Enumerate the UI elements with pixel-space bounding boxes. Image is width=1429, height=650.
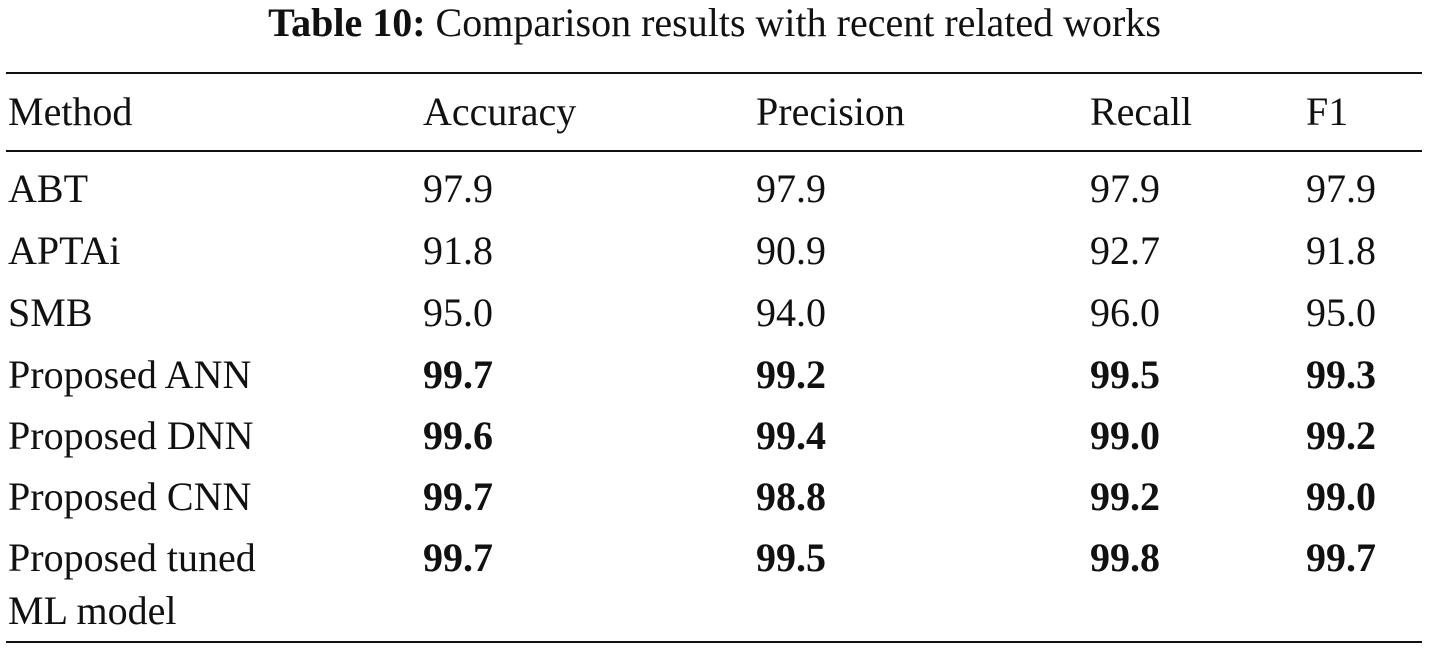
header-precision: Precision <box>756 89 905 134</box>
table-caption: Table 10: Comparison results with recent… <box>0 0 1429 60</box>
row-f1: 99.0 <box>1306 474 1376 519</box>
row-f1: 97.9 <box>1306 166 1376 211</box>
row-precision: 99.5 <box>756 535 826 580</box>
row-f1: 99.2 <box>1306 413 1376 458</box>
row-f1: 99.3 <box>1306 352 1376 397</box>
header-method: Method <box>8 89 133 134</box>
row-precision: 98.8 <box>756 474 826 519</box>
row-accuracy: 91.8 <box>423 228 493 273</box>
row-method: ABT <box>8 166 88 211</box>
row-f1: 91.8 <box>1306 228 1376 273</box>
header-accuracy: Accuracy <box>423 89 577 134</box>
row-method: APTAi <box>8 228 121 273</box>
row-accuracy: 95.0 <box>423 290 493 335</box>
row-method: SMB <box>8 290 93 335</box>
row-precision: 90.9 <box>756 228 826 273</box>
row-recall: 99.0 <box>1090 413 1160 458</box>
row-recall: 97.9 <box>1090 166 1160 211</box>
row-precision: 94.0 <box>756 290 826 335</box>
row-accuracy: 99.6 <box>423 413 493 458</box>
row-accuracy: 99.7 <box>423 352 493 397</box>
row-precision: 97.9 <box>756 166 826 211</box>
row-precision: 99.4 <box>756 413 826 458</box>
row-recall: 96.0 <box>1090 290 1160 335</box>
row-method-continued: ML model <box>8 588 177 633</box>
row-precision: 99.2 <box>756 352 826 397</box>
row-method: Proposed ANN <box>8 352 252 397</box>
header-recall: Recall <box>1090 89 1193 134</box>
header-f1: F1 <box>1306 89 1349 134</box>
row-accuracy: 97.9 <box>423 166 493 211</box>
row-recall: 92.7 <box>1090 228 1160 273</box>
row-f1: 95.0 <box>1306 290 1376 335</box>
table-caption-text: Comparison results with recent related w… <box>435 0 1161 45</box>
row-accuracy: 99.7 <box>423 474 493 519</box>
row-accuracy: 99.7 <box>423 535 493 580</box>
row-method: Proposed DNN <box>8 413 254 458</box>
row-method: Proposed tuned <box>8 535 256 580</box>
row-recall: 99.8 <box>1090 535 1160 580</box>
row-recall: 99.5 <box>1090 352 1160 397</box>
row-method: Proposed CNN <box>8 474 252 519</box>
table-top-rule <box>6 72 1422 74</box>
table-bottom-rule <box>6 641 1422 643</box>
row-f1: 99.7 <box>1306 535 1376 580</box>
table-caption-label: Table 10: <box>268 0 426 45</box>
table-header-rule <box>6 150 1422 152</box>
row-recall: 99.2 <box>1090 474 1160 519</box>
